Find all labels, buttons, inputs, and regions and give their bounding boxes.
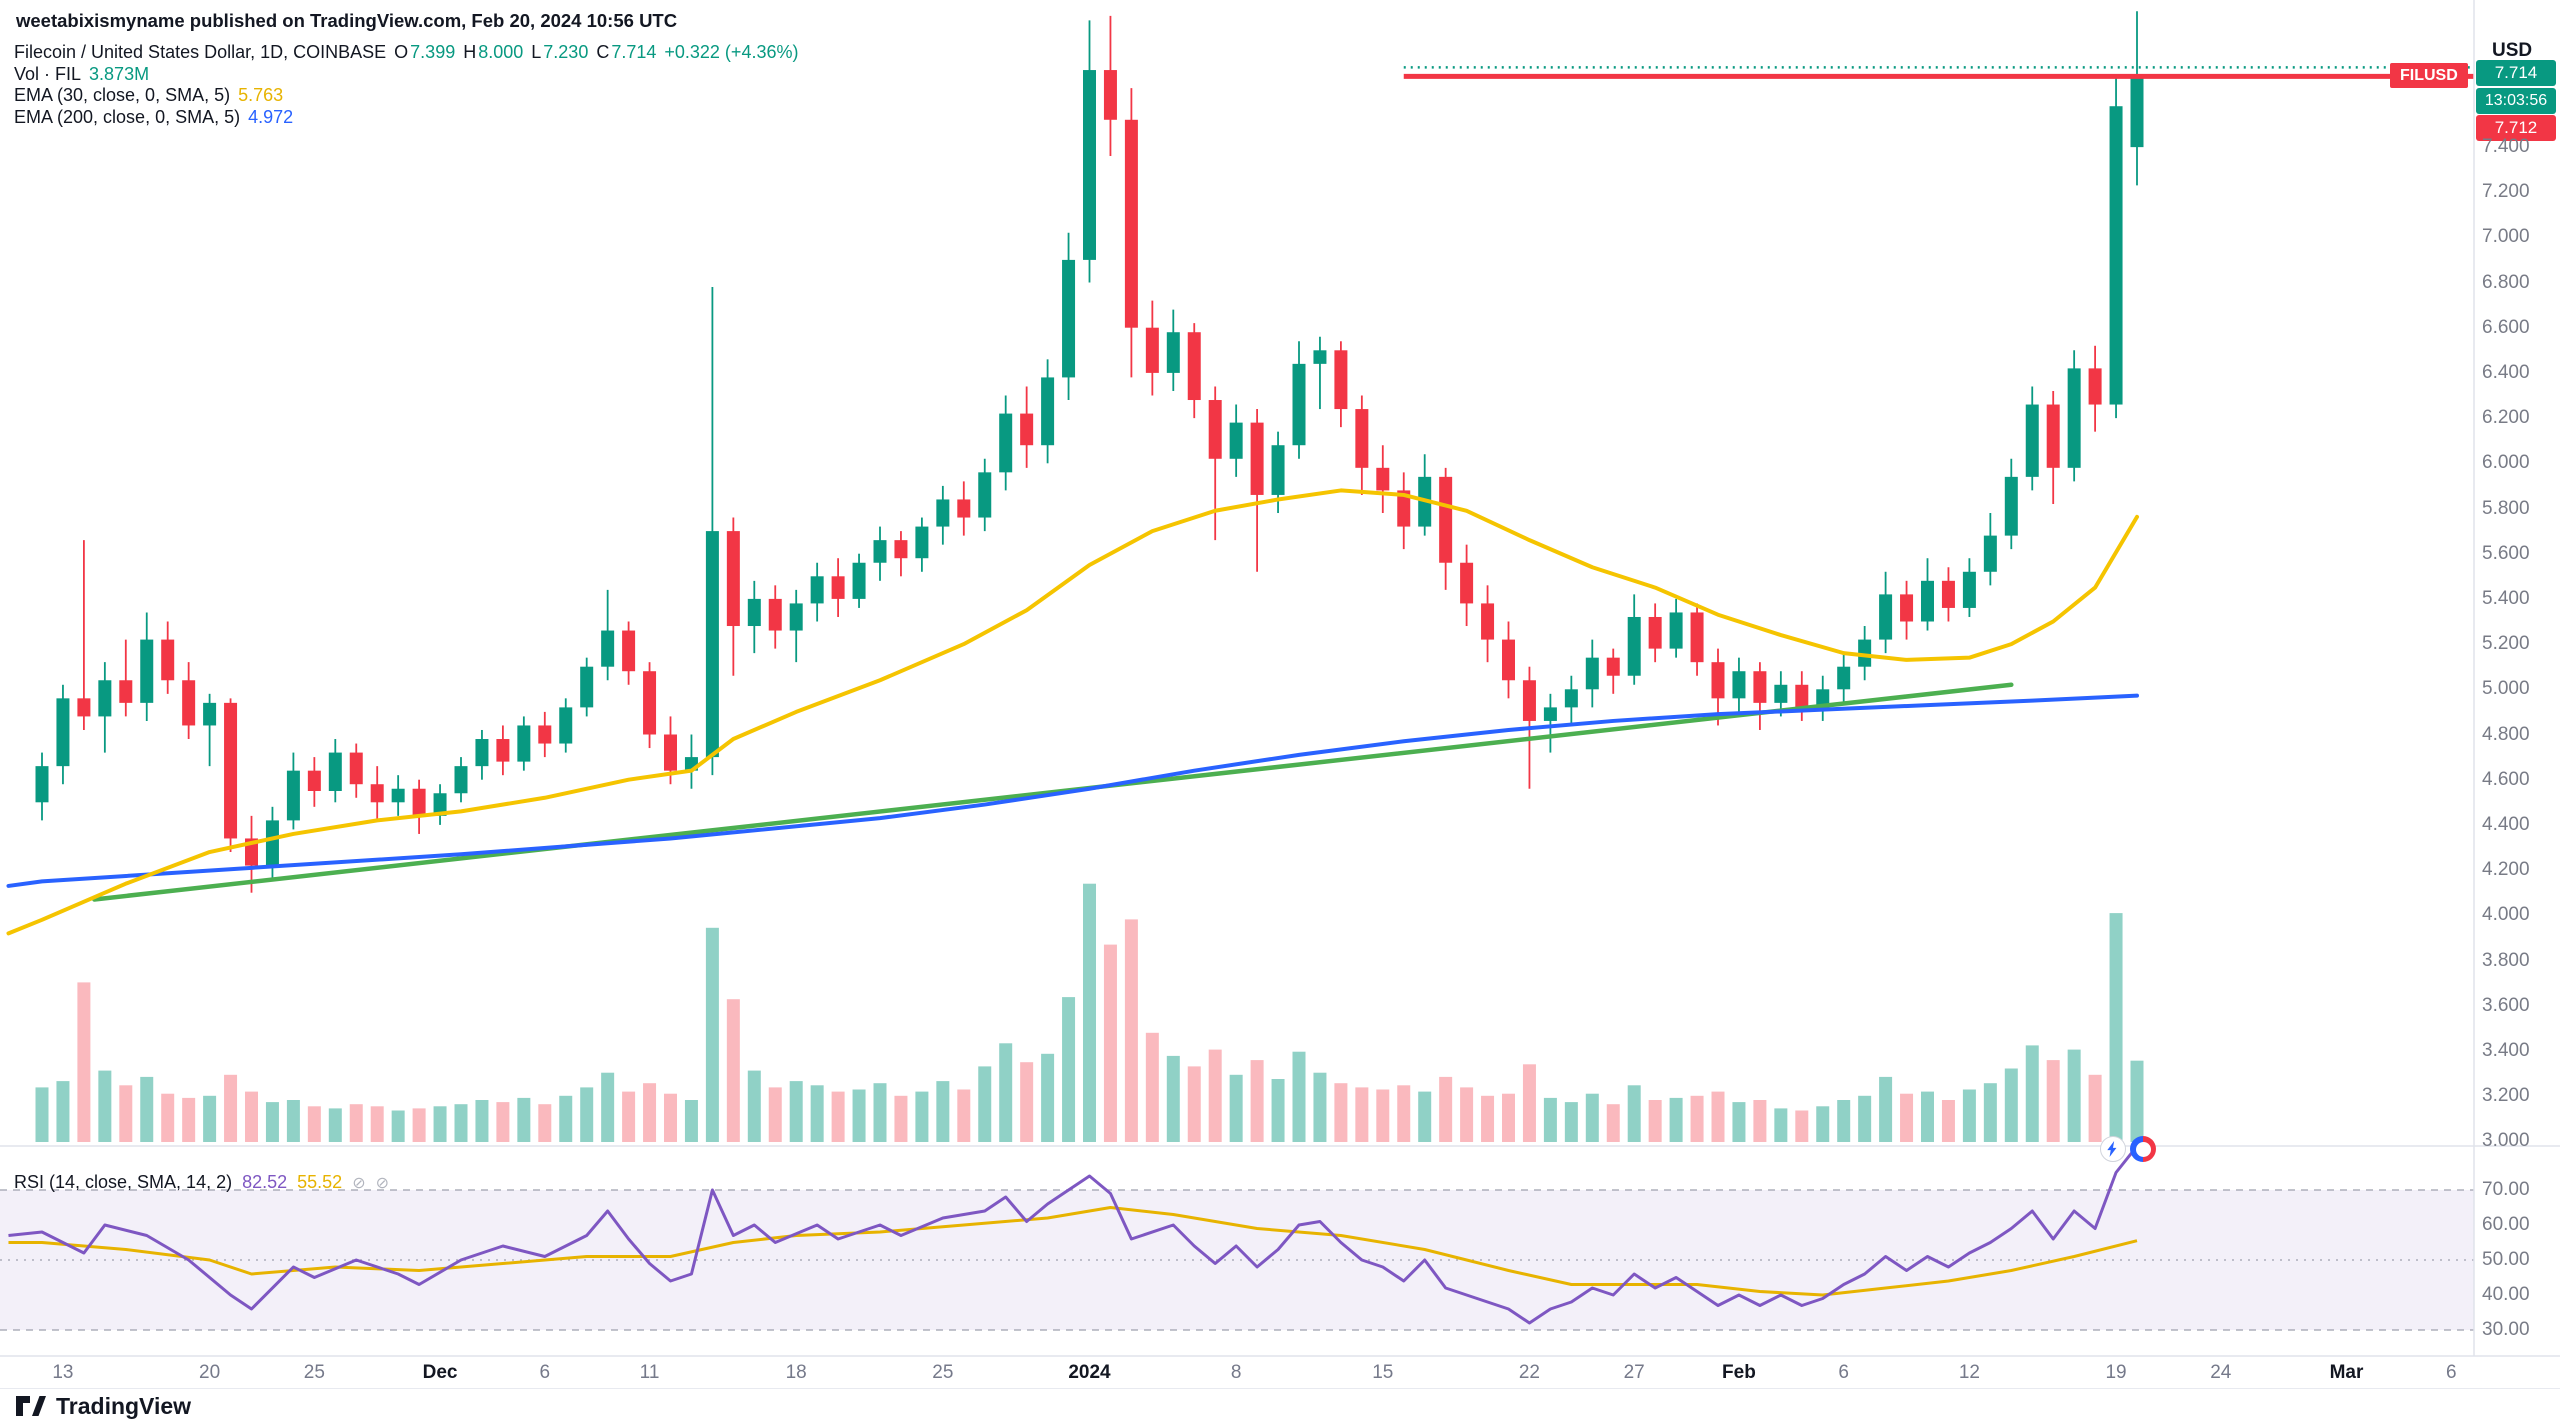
time-tick: 6: [1838, 1362, 1849, 1383]
time-tick: Feb: [1722, 1362, 1756, 1383]
price-tick: 3.400: [2482, 1039, 2530, 1061]
price-tick: 7.000: [2482, 226, 2530, 248]
rsi-tick: 50.00: [2482, 1249, 2530, 1270]
price-tick: 7.400: [2482, 135, 2530, 157]
ema30-value: 5.763: [238, 85, 284, 106]
lightning-icon: [2107, 1141, 2117, 1157]
price-tick: 7.200: [2482, 181, 2530, 203]
change-value: +0.322 (+4.36%): [664, 42, 799, 63]
last-price-badge: 7.714: [2476, 60, 2556, 86]
price-tick: 4.800: [2482, 723, 2530, 745]
rsi-ma-line[interactable]: [8, 1206, 2138, 1297]
price-tick: 5.200: [2482, 633, 2530, 655]
price-tick: 4.600: [2482, 768, 2530, 790]
time-tick: Dec: [422, 1362, 458, 1383]
published-header: weetabixismyname published on TradingVie…: [16, 10, 678, 31]
ema200-line[interactable]: [6, 693, 2139, 888]
ema200-value: 4.972: [248, 106, 294, 127]
buy-sell-icon: [2135, 1141, 2151, 1157]
time-tick: 24: [2210, 1362, 2232, 1383]
ema30-label[interactable]: EMA (30, close, 0, SMA, 5): [14, 85, 231, 106]
chart-legend: Filecoin / United States Dollar, 1D, COI…: [14, 42, 798, 128]
rsi-ma-value: 55.52: [297, 1172, 343, 1192]
symbol-title[interactable]: Filecoin / United States Dollar, 1D, COI…: [14, 42, 387, 63]
price-tick: 3.200: [2482, 1085, 2530, 1107]
rsi-label[interactable]: RSI (14, close, SMA, 14, 2): [14, 1172, 233, 1192]
time-tick: 6: [2445, 1362, 2457, 1383]
time-tick: 22: [1518, 1362, 1541, 1383]
close-value: C 7.714: [596, 42, 657, 63]
buy-sell-button[interactable]: [2130, 1136, 2156, 1162]
time-tick: 19: [2105, 1362, 2127, 1383]
price-tick: 3.800: [2482, 949, 2530, 971]
low-value: L 7.230: [531, 42, 589, 63]
ema30-line[interactable]: [6, 488, 2139, 936]
time-tick: Mar: [2329, 1362, 2364, 1383]
time-tick: 20: [199, 1362, 221, 1383]
time-tick: 2024: [1068, 1362, 1111, 1383]
price-tick: 6.200: [2482, 407, 2530, 429]
time-tick: 12: [1958, 1362, 1980, 1383]
price-tick: 3.600: [2482, 994, 2530, 1016]
trendline[interactable]: [92, 682, 2014, 902]
ema200-row: EMA (200, close, 0, SMA, 5) 4.972: [14, 107, 798, 129]
rsi-value: 82.52: [242, 1172, 288, 1192]
price-tick: 4.200: [2482, 859, 2530, 881]
price-tick: 5.400: [2482, 587, 2530, 609]
rsi-tick: 40.00: [2482, 1284, 2530, 1305]
price-tick: 5.600: [2482, 542, 2530, 564]
footer-bar: TradingView: [0, 1389, 2560, 1423]
horizontal-line-price-badge: 7.712: [2476, 115, 2556, 141]
time-tick: 27: [1623, 1362, 1645, 1383]
time-tick: 25: [932, 1362, 954, 1383]
time-tick: 8: [1230, 1362, 1242, 1383]
tradingview-brand[interactable]: TradingView: [56, 1392, 192, 1419]
symbol-row: Filecoin / United States Dollar, 1D, COI…: [14, 42, 798, 64]
ema200-label[interactable]: EMA (200, close, 0, SMA, 5): [14, 106, 241, 127]
rsi-line[interactable]: [8, 1145, 2139, 1325]
volume-value: 3.873M: [89, 63, 150, 84]
time-tick: 6: [539, 1362, 551, 1383]
ema30-row: EMA (30, close, 0, SMA, 5) 5.763: [14, 85, 798, 107]
rsi-tick: 60.00: [2482, 1214, 2530, 1235]
price-tick: 6.000: [2482, 452, 2530, 474]
rsi-source-icon[interactable]: ⊘: [375, 1174, 389, 1192]
price-tick: 6.600: [2482, 316, 2530, 338]
tradingview-logo-icon[interactable]: [16, 1393, 46, 1419]
rsi-source-icon[interactable]: ⊘: [352, 1174, 366, 1192]
rsi-legend: RSI (14, close, SMA, 14, 2) 82.52 55.52 …: [14, 1172, 389, 1193]
time-tick: 11: [639, 1362, 660, 1383]
time-tick: 25: [303, 1362, 325, 1383]
volume-label[interactable]: Vol · FIL: [14, 63, 82, 84]
high-value: H 8.000: [463, 42, 524, 63]
price-tick: 5.000: [2482, 678, 2530, 700]
price-tick: 5.800: [2482, 497, 2530, 519]
rsi-tick: 30.00: [2482, 1319, 2530, 1340]
price-tick: 6.400: [2482, 361, 2530, 383]
price-tick: 4.400: [2482, 813, 2530, 835]
price-tick: 3.000: [2482, 1130, 2530, 1152]
open-value: O 7.399: [394, 42, 456, 63]
volume-row: Vol · FIL 3.873M: [14, 64, 798, 86]
bar-countdown-badge: 13:03:56: [2476, 88, 2556, 114]
price-tick: 4.000: [2482, 904, 2530, 926]
symbol-tag: FILUSD: [2390, 63, 2468, 89]
rsi-tick: 70.00: [2482, 1179, 2530, 1200]
instant-trading-button[interactable]: [2100, 1136, 2126, 1162]
candles: [35, 11, 2144, 893]
price-axis-currency[interactable]: USD: [2492, 40, 2533, 61]
time-tick: 18: [785, 1362, 807, 1383]
time-tick: 15: [1372, 1362, 1394, 1383]
price-tick: 6.800: [2482, 271, 2530, 293]
volume-bars: [35, 883, 2144, 1142]
time-tick: 13: [52, 1362, 74, 1383]
